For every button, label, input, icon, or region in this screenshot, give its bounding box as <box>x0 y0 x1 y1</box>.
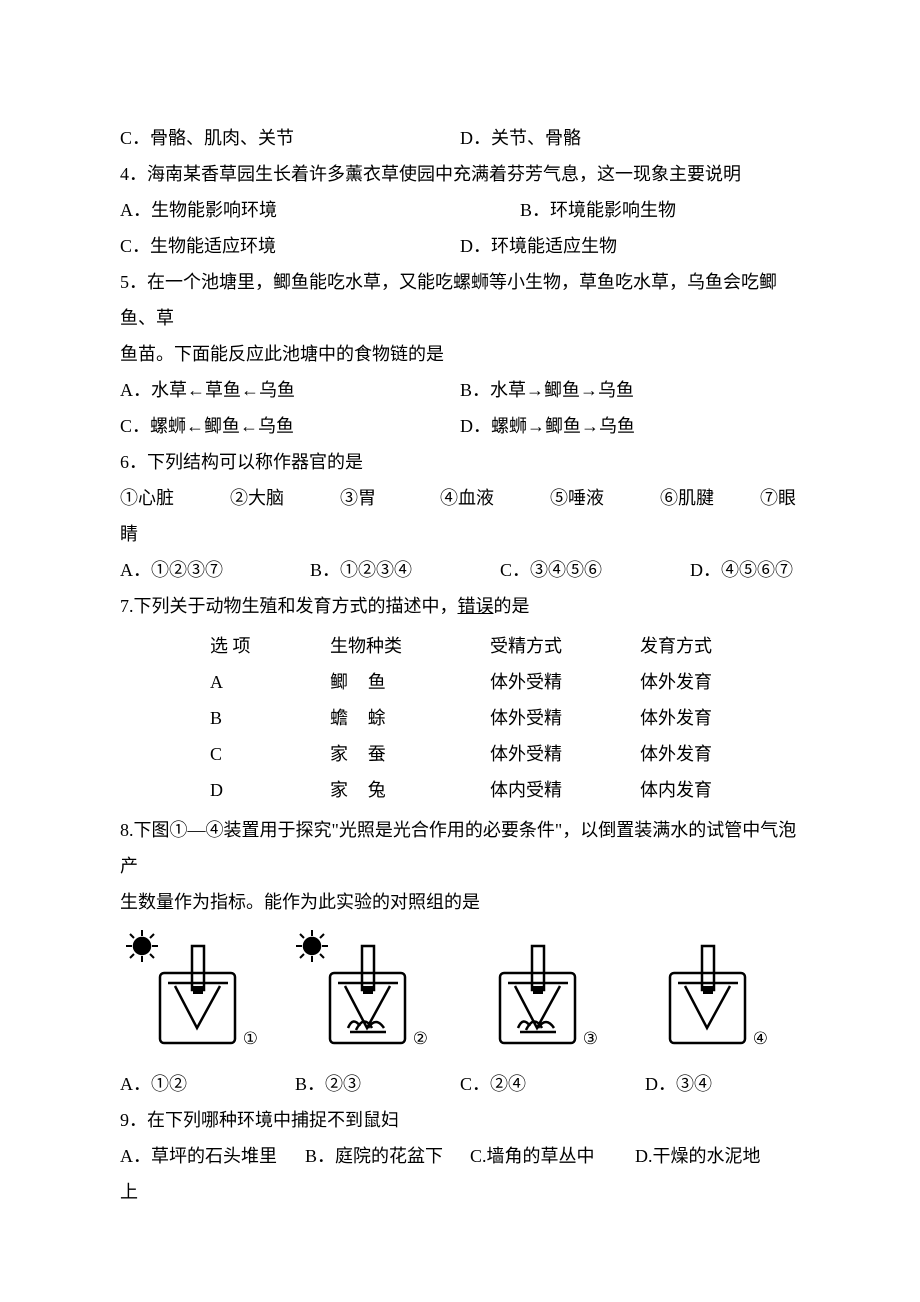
q4-options-cd: C．生物能适应环境 D．环境能适应生物 <box>120 228 800 264</box>
q7-d1: D <box>210 772 330 808</box>
q3-opt-c: C．骨骼、肌肉、关节 <box>120 120 460 156</box>
q8-opt-c: C．②④ <box>460 1066 645 1102</box>
q7-c1: C <box>210 736 330 772</box>
q5-opt-a: A．水草←草鱼←乌鱼 <box>120 372 460 408</box>
q8-fig1-num: ① <box>243 1022 258 1056</box>
q7-b4: 体外发育 <box>640 700 760 736</box>
q9-options: A．草坪的石头堆里 B．庭院的花盆下 C.墙角的草丛中 D.干燥的水泥地 <box>120 1138 800 1174</box>
q6-item-7: ⑦眼 <box>760 480 796 516</box>
q7-h3: 受精方式 <box>490 628 640 664</box>
q9-opt-c: C.墙角的草丛中 <box>470 1138 635 1174</box>
q9-opt-d: D.干燥的水泥地 <box>635 1138 761 1174</box>
q7-d4: 体内发育 <box>640 772 760 808</box>
q7-h2: 生物种类 <box>330 628 490 664</box>
q6-item-2: ②大脑 <box>230 480 340 516</box>
q3-opt-d: D．关节、骨骼 <box>460 120 581 156</box>
q4-options-ab: A．生物能影响环境 B．环境能影响生物 <box>120 192 800 228</box>
q8-fig-3: ③ <box>460 928 600 1058</box>
q5-options-ab: A．水草←草鱼←乌鱼 B．水草→鲫鱼→乌鱼 <box>120 372 800 408</box>
q6-item-5: ⑤唾液 <box>550 480 660 516</box>
q8-fig-2: ② <box>290 928 430 1058</box>
q8-stem-2: 生数量作为指标。能作为此实验的对照组的是 <box>120 884 800 920</box>
q6-opt-b: B．①②③④ <box>310 552 500 588</box>
q7-stem-pre: 7.下列关于动物生殖和发育方式的描述中， <box>120 596 458 616</box>
q6-item-3: ③胃 <box>340 480 440 516</box>
q7-b2: 蟾蜍 <box>330 700 490 736</box>
q8-fig2-num: ② <box>413 1022 428 1056</box>
q6-stem-tail: 睛 <box>120 516 800 552</box>
q7-row-a: A 鲫鱼 体外受精 体外发育 <box>210 664 800 700</box>
q6-opt-a: A．①②③⑦ <box>120 552 310 588</box>
q7-a3: 体外受精 <box>490 664 640 700</box>
q8-fig3-num: ③ <box>583 1022 598 1056</box>
q4-stem: 4．海南某香草园生长着许多薰衣草使园中充满着芬芳气息，这一现象主要说明 <box>120 156 800 192</box>
q8-opt-d: D．③④ <box>645 1066 712 1102</box>
q7-a4: 体外发育 <box>640 664 760 700</box>
q5-opt-b: B．水草→鲫鱼→乌鱼 <box>460 372 634 408</box>
q9-tail: 上 <box>120 1174 800 1210</box>
q7-stem: 7.下列关于动物生殖和发育方式的描述中，错误的是 <box>120 588 800 624</box>
q7-h1: 选 项 <box>210 628 330 664</box>
q7-d3: 体内受精 <box>490 772 640 808</box>
q8-fig-4: ④ <box>630 928 770 1058</box>
q4-opt-c: C．生物能适应环境 <box>120 228 460 264</box>
q7-row-b: B 蟾蜍 体外受精 体外发育 <box>210 700 800 736</box>
q7-c2: 家蚕 <box>330 736 490 772</box>
q7-c3: 体外受精 <box>490 736 640 772</box>
q8-stem-1: 8.下图①—④装置用于探究"光照是光合作用的必要条件"，以倒置装满水的试管中气泡… <box>120 812 800 884</box>
q7-table: 选 项 生物种类 受精方式 发育方式 A 鲫鱼 体外受精 体外发育 B 蟾蜍 体… <box>210 628 800 808</box>
q6-item-4: ④血液 <box>440 480 550 516</box>
q8-opt-b: B．②③ <box>295 1066 460 1102</box>
q6-stem: 6．下列结构可以称作器官的是 <box>120 444 800 480</box>
q8-options: A．①② B．②③ C．②④ D．③④ <box>120 1066 800 1102</box>
q5-stem-1: 5．在一个池塘里，鲫鱼能吃水草，又能吃螺蛳等小生物，草鱼吃水草，乌鱼会吃鲫鱼、草 <box>120 264 800 336</box>
q7-stem-post: 的是 <box>494 596 530 616</box>
q6-item-6: ⑥肌腱 <box>660 480 760 516</box>
q6-options: A．①②③⑦ B．①②③④ C．③④⑤⑥ D．④⑤⑥⑦ <box>120 552 800 588</box>
q8-fig4-num: ④ <box>753 1022 768 1056</box>
q6-items: ①心脏 ②大脑 ③胃 ④血液 ⑤唾液 ⑥肌腱 ⑦眼 <box>120 480 800 516</box>
q4-opt-d: D．环境能适应生物 <box>460 228 617 264</box>
q9-opt-a: A．草坪的石头堆里 <box>120 1138 305 1174</box>
q7-row-d: D 家兔 体内受精 体内发育 <box>210 772 800 808</box>
q9-opt-b: B．庭院的花盆下 <box>305 1138 470 1174</box>
q7-b3: 体外受精 <box>490 700 640 736</box>
q6-opt-d: D．④⑤⑥⑦ <box>690 552 793 588</box>
q5-options-cd: C．螺蛳←鲫鱼←乌鱼 D．螺蛳→鲫鱼→乌鱼 <box>120 408 800 444</box>
q7-stem-under: 错误 <box>458 596 494 616</box>
q8-figures: ① ② <box>120 928 800 1058</box>
q7-h4: 发育方式 <box>640 628 760 664</box>
q7-c4: 体外发育 <box>640 736 760 772</box>
q9-stem: 9．在下列哪种环境中捕捉不到鼠妇 <box>120 1102 800 1138</box>
q4-opt-b: B．环境能影响生物 <box>520 192 676 228</box>
q7-b1: B <box>210 700 330 736</box>
q7-header: 选 项 生物种类 受精方式 发育方式 <box>210 628 800 664</box>
q5-opt-d: D．螺蛳→鲫鱼→乌鱼 <box>460 408 635 444</box>
q7-a2: 鲫鱼 <box>330 664 490 700</box>
q7-d2: 家兔 <box>330 772 490 808</box>
q8-opt-a: A．①② <box>120 1066 295 1102</box>
q8-fig-1: ① <box>120 928 260 1058</box>
q7-row-c: C 家蚕 体外受精 体外发育 <box>210 736 800 772</box>
q5-stem-2: 鱼苗。下面能反应此池塘中的食物链的是 <box>120 336 800 372</box>
q3-options-cd: C．骨骼、肌肉、关节 D．关节、骨骼 <box>120 120 800 156</box>
q7-a1: A <box>210 664 330 700</box>
q4-opt-a: A．生物能影响环境 <box>120 192 520 228</box>
q6-item-1: ①心脏 <box>120 480 230 516</box>
q6-opt-c: C．③④⑤⑥ <box>500 552 690 588</box>
q5-opt-c: C．螺蛳←鲫鱼←乌鱼 <box>120 408 460 444</box>
